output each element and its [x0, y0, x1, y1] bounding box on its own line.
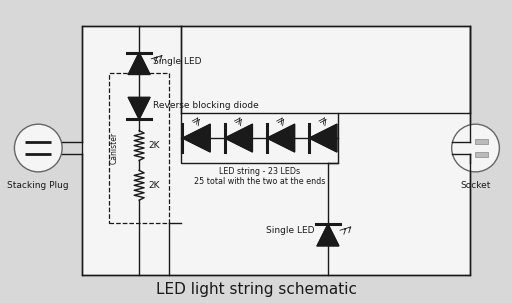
Text: Single LED: Single LED — [266, 225, 314, 235]
Bar — [181, 113, 338, 163]
FancyBboxPatch shape — [475, 152, 488, 157]
Text: 2K: 2K — [148, 141, 160, 150]
Text: LED light string schematic: LED light string schematic — [156, 282, 357, 297]
Polygon shape — [182, 124, 210, 152]
Bar — [82, 26, 470, 275]
Text: Canister: Canister — [110, 132, 119, 164]
Text: LED string - 23 LEDs
25 total with the two at the ends: LED string - 23 LEDs 25 total with the t… — [194, 167, 325, 186]
Circle shape — [452, 124, 499, 172]
Text: Reverse blocking diode: Reverse blocking diode — [153, 101, 259, 110]
Text: Socket: Socket — [460, 181, 490, 190]
Polygon shape — [128, 97, 150, 119]
Text: Stacking Plug: Stacking Plug — [8, 181, 69, 190]
Polygon shape — [128, 53, 150, 75]
Polygon shape — [309, 124, 337, 152]
Circle shape — [14, 124, 62, 172]
Text: Single LED: Single LED — [153, 57, 202, 65]
FancyBboxPatch shape — [475, 139, 488, 144]
Bar — [110, 74, 169, 222]
Polygon shape — [317, 224, 339, 246]
Polygon shape — [267, 124, 295, 152]
Text: 2K: 2K — [148, 181, 160, 190]
Polygon shape — [225, 124, 252, 152]
